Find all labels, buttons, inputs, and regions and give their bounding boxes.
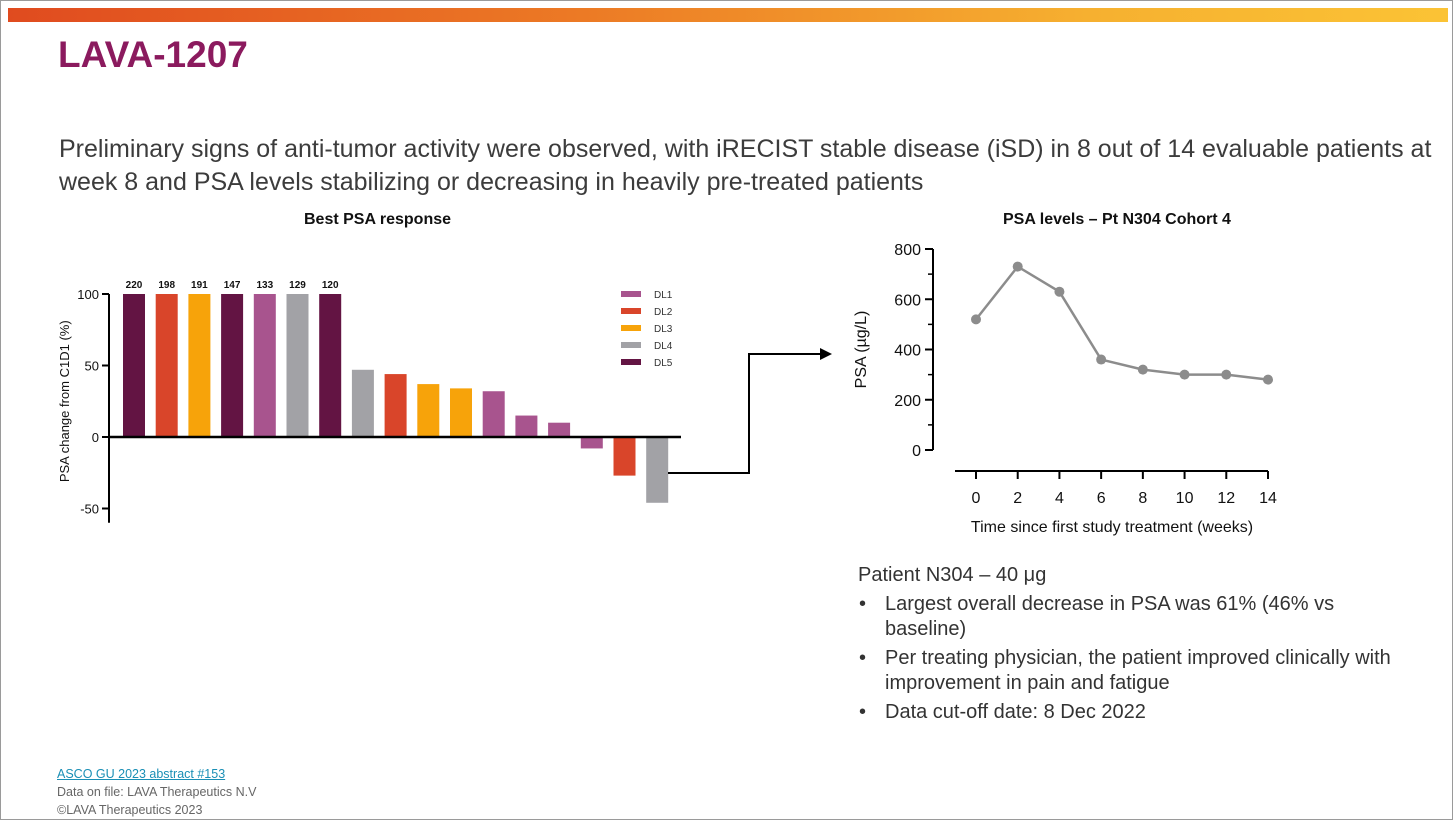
bar-data-label: 198 — [158, 280, 175, 291]
patient-heading: Patient N304 – 40 μg — [858, 564, 1047, 586]
x-tick-label: 8 — [1138, 490, 1147, 507]
legend-label: DL1 — [654, 290, 673, 301]
bar-dl1 — [548, 422, 571, 437]
legend-label: DL4 — [654, 341, 673, 352]
x-tick-label: 6 — [1097, 490, 1106, 507]
bar-dl5 — [221, 294, 244, 437]
connector-arrow — [668, 348, 832, 474]
bar-data-label: 120 — [322, 280, 339, 291]
bar-data-label: 220 — [126, 280, 143, 291]
legend-swatch — [621, 325, 641, 331]
bar-dl2 — [384, 374, 407, 437]
bar-dl1 — [580, 437, 603, 449]
psa-levels-line-chart: 0 200 400 600 800 PSA (µg/L) 0 2 4 6 8 10 12 14 Time s… — [853, 242, 1277, 536]
legend-swatch — [621, 308, 641, 314]
legend-label: DL3 — [654, 324, 673, 335]
bar-dl2 — [155, 294, 178, 437]
psa-data-point — [1012, 261, 1023, 272]
bar-dl1 — [253, 294, 276, 437]
legend-label: DL5 — [654, 358, 673, 369]
psa-data-point — [1137, 364, 1148, 375]
y-tick-label: 200 — [894, 393, 921, 410]
gradient-header-bar — [8, 8, 1448, 22]
bar-dl3 — [450, 388, 472, 437]
psa-data-point — [1054, 286, 1065, 297]
best-psa-response-chart: 100 50 0 -50 PSA change from C1D1 (%) 220 198 1… — [57, 280, 681, 523]
bar-dl1 — [482, 391, 505, 437]
bar-dl4 — [286, 294, 309, 437]
abstract-link[interactable]: ASCO GU 2023 abstract #153 — [57, 767, 226, 781]
x-tick-label: 14 — [1259, 490, 1277, 507]
psa-data-point — [1221, 369, 1232, 380]
psa-series-line — [975, 264, 1269, 381]
footer-copyright: ©LAVA Therapeutics 2023 — [57, 803, 203, 817]
psa-data-point — [971, 314, 981, 325]
psa-data-point — [1179, 369, 1190, 380]
bar-dl1 — [515, 415, 538, 437]
bar-dl5 — [319, 294, 342, 437]
y-axis-label: PSA change from C1D1 (%) — [57, 320, 72, 482]
bar-dl3 — [417, 384, 440, 437]
x-tick-label: 4 — [1055, 490, 1064, 507]
psa-data-point — [1263, 374, 1273, 385]
note-bullet: Largest overall decrease in PSA was 61% … — [858, 592, 1418, 642]
note-bullet: Data cut-off date: 8 Dec 2022 — [858, 700, 1418, 725]
slide-subtitle: Preliminary signs of anti-tumor activity… — [59, 135, 1432, 196]
x-tick-label: 2 — [1013, 490, 1022, 507]
y-tick-label: 50 — [85, 359, 99, 374]
y-tick-label: 800 — [894, 242, 921, 259]
bar-dl5 — [123, 294, 145, 437]
note-bullet: Per treating physician, the patient impr… — [858, 646, 1418, 696]
legend-label: DL2 — [654, 307, 673, 318]
patient-notes: Patient N304 – 40 μg Largest overall dec… — [858, 562, 1418, 729]
bar-dl2 — [613, 437, 636, 476]
notes-list: Largest overall decrease in PSA was 61% … — [858, 592, 1418, 725]
x-tick-label: 10 — [1176, 490, 1194, 507]
bar-data-label: 147 — [224, 280, 241, 291]
footer: ASCO GU 2023 abstract #153 Data on file:… — [57, 765, 256, 819]
bar-dl4 — [351, 369, 374, 437]
bar-data-label: 129 — [289, 280, 306, 291]
psa-data-point — [1096, 354, 1107, 365]
y-tick-label: 100 — [77, 287, 99, 302]
x-tick-label: 0 — [972, 490, 981, 507]
y-tick-label: -50 — [80, 502, 99, 517]
bar-dl4 — [646, 437, 669, 503]
bar-dl3 — [188, 294, 211, 437]
bar-data-label: 191 — [191, 280, 208, 291]
y-tick-label: 400 — [894, 343, 921, 360]
y-tick-label: 0 — [92, 430, 99, 445]
bar-data-label: 133 — [256, 280, 273, 291]
y-axis-label: PSA (µg/L) — [853, 311, 870, 389]
line-chart-title: PSA levels – Pt N304 Cohort 4 — [1003, 211, 1231, 228]
legend-swatch — [621, 342, 641, 348]
footer-data-source: Data on file: LAVA Therapeutics N.V — [57, 785, 257, 799]
legend-swatch — [621, 291, 641, 297]
x-axis-label: Time since first study treatment (weeks) — [971, 519, 1253, 536]
legend-swatch — [621, 359, 641, 365]
y-tick-label: 600 — [894, 292, 921, 309]
bar-chart-title: Best PSA response — [304, 211, 452, 228]
slide-title: LAVA-1207 — [58, 34, 248, 75]
x-tick-label: 12 — [1217, 490, 1235, 507]
y-tick-label: 0 — [912, 443, 921, 460]
